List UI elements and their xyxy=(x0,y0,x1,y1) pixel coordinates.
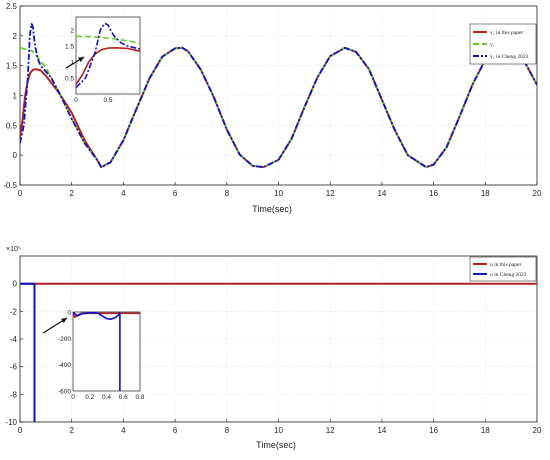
y-tick-label: 1.5 xyxy=(6,62,18,71)
inset-x-tick-label: 0 xyxy=(74,97,78,104)
inset-x-tick-label: 0 xyxy=(71,394,75,401)
legend-box xyxy=(469,23,537,65)
x-tick-label: 18 xyxy=(481,426,490,435)
chart-2: 0 2 4 6 8 10 12 14 16 18 20 -10 -8 -6 -4 -2 0 Time(sec) ×1… xyxy=(5,246,542,450)
x-tick-label: 6 xyxy=(173,426,178,435)
inset-chart: 0 0.5 0.5 1 1.5 2 xyxy=(65,16,141,104)
y-tick-label: 2.5 xyxy=(6,2,18,11)
legend-label-y-in-cheng-2023: y₁ in Cheng 2023 xyxy=(490,54,529,60)
legend-label-u-in-cheng-2023: u in Cheng 2023 xyxy=(490,272,527,278)
inset-x-tick-label: 0.5 xyxy=(103,97,112,104)
x-tick-label: 4 xyxy=(121,426,126,435)
inset-series-y xyxy=(76,35,140,45)
x-tick-label: 0 xyxy=(18,426,23,435)
chart-1: 0 2 4 6 8 10 12 14 16 18 20-0.500.511.522.5Time(se… xyxy=(3,2,542,214)
x-tick-label: 16 xyxy=(429,426,438,435)
y-tick-label: -0.5 xyxy=(3,181,17,190)
zoom-arrow-head xyxy=(78,57,84,62)
x-tick-label: 8 xyxy=(225,426,230,435)
x-tick-label: 6 xyxy=(173,189,178,198)
y-tick-label: -8 xyxy=(10,390,18,399)
x-tick-label: 2 xyxy=(69,426,74,435)
x-tick-label: 16 xyxy=(429,189,438,198)
inset-x-tick-label: 0.6 xyxy=(119,394,128,401)
inset-y-tick-label: 1 xyxy=(70,59,74,66)
y-tick-label: 0 xyxy=(13,280,18,289)
inset-y-tick-label: 0 xyxy=(67,310,71,317)
y-tick-label: 1 xyxy=(13,92,18,101)
y-tick-label: -6 xyxy=(10,363,18,372)
inset-y-tick-label: 1.5 xyxy=(65,43,74,50)
y-exponent-label: ×10⁵ xyxy=(6,246,21,253)
y-tick-label: 0.5 xyxy=(6,121,18,130)
inset-x-tick-label: 0.2 xyxy=(85,394,94,401)
x-tick-label: 10 xyxy=(274,189,283,198)
inset-chart: 0 0.2 0.4 0.6 0.8 0 -200 -400 -600 xyxy=(58,310,145,402)
x-tick-label: 10 xyxy=(274,426,283,435)
x-axis-label: Time(sec) xyxy=(252,204,292,214)
inset-x-tick-label: 0.4 xyxy=(102,394,111,401)
y-tick-label: -4 xyxy=(10,335,18,344)
inset-series-y-in-this-paper xyxy=(76,46,140,85)
inset-frame xyxy=(72,311,141,392)
legend-box xyxy=(469,256,537,282)
x-tick-label: 14 xyxy=(377,426,386,435)
inset-y-tick-label: 2 xyxy=(70,27,74,34)
inset-y-tick-label: -200 xyxy=(58,336,71,343)
inset-x-tick-label: 0.8 xyxy=(135,394,144,401)
x-tick-label: 20 xyxy=(533,426,542,435)
inset-series-u-in-cheng-2023 xyxy=(73,312,121,391)
x-tick-label: 12 xyxy=(326,426,335,435)
inset-y-tick-label: -400 xyxy=(58,362,71,369)
inset-series-y-in-cheng-2023 xyxy=(76,22,140,89)
x-tick-label: 2 xyxy=(69,189,74,198)
inset-y-tick-label: 0.5 xyxy=(65,75,74,82)
legend-label-y-in-this-paper: y₁ in this paper xyxy=(490,30,523,36)
series-group xyxy=(20,22,537,169)
zoom-arrow-head xyxy=(61,318,67,324)
inset-frame xyxy=(75,16,141,95)
x-tick-label: 8 xyxy=(225,189,230,198)
x-tick-label: 14 xyxy=(377,189,386,198)
inset-series-group xyxy=(76,22,140,89)
x-tick-label: 12 xyxy=(326,189,335,198)
series-y-in-cheng-2023 xyxy=(20,22,537,169)
legend: u in this paper u in Cheng 2023 xyxy=(469,256,537,282)
x-tick-label: 4 xyxy=(121,189,126,198)
inset-y-tick-label: -600 xyxy=(58,389,71,396)
y-tick-label: -10 xyxy=(5,418,17,427)
x-tick-label: 18 xyxy=(481,189,490,198)
inset-series-group xyxy=(73,312,140,391)
y-tick-label: 2 xyxy=(13,32,18,41)
series-u-in-cheng-2023 xyxy=(20,282,36,422)
x-tick-label: 20 xyxy=(533,189,542,198)
series-group xyxy=(20,282,537,422)
x-axis-label: Time(sec) xyxy=(256,440,296,450)
legend-label-u-in-this-paper: u in this paper xyxy=(490,262,521,268)
legend: y₁ in this paper yᵣ y₁ in Cheng 2023 xyxy=(469,23,537,65)
legend-label-y: yᵣ xyxy=(490,42,495,48)
y-tick-label: -2 xyxy=(10,307,18,316)
x-tick-label: 0 xyxy=(18,189,23,198)
y-tick-label: 0 xyxy=(13,151,18,160)
